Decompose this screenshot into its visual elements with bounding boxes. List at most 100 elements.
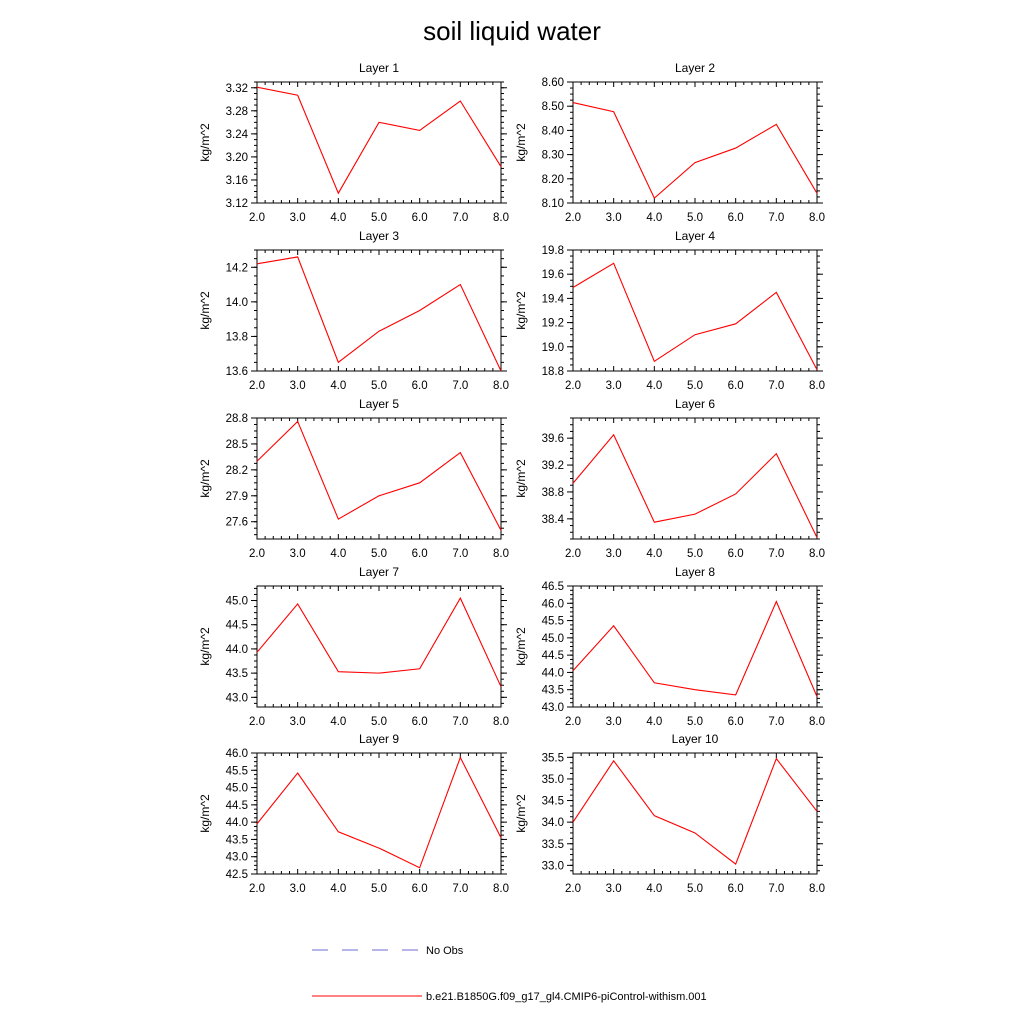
y-tick-label: 3.20 (226, 152, 248, 164)
y-tick-label: 33.5 (542, 839, 564, 851)
panel-layer-8: Layer 8 2.0 3.0 4.0 5.0 6.0 7.0 8.0 43.0 43.5 44.0… (514, 565, 825, 728)
x-tick-label: 3.0 (606, 883, 622, 895)
y-tick-label: 8.40 (542, 125, 564, 137)
y-tick-label: 46.0 (226, 748, 248, 760)
series-line (256, 86, 502, 195)
x-tick-label: 3.0 (290, 883, 306, 895)
x-tick-label: 8.0 (493, 212, 509, 224)
x-tick-label: 6.0 (412, 716, 428, 728)
x-tick-label: 4.0 (646, 212, 662, 224)
y-tick-label: 46.0 (542, 598, 564, 610)
x-tick-label: 3.0 (606, 716, 622, 728)
panel-layer-1: Layer 1 2.0 3.0 4.0 5.0 6.0 7.0 8.0 3.12 3.16 3.20… (198, 61, 509, 224)
series-line (572, 757, 818, 865)
x-tick-label: 7.0 (452, 212, 468, 224)
x-tick-label: 6.0 (412, 380, 428, 392)
x-tick-label: 2.0 (249, 380, 265, 392)
x-tick-label: 4.0 (330, 716, 346, 728)
y-tick-label: 34.5 (542, 796, 564, 808)
x-tick-label: 7.0 (452, 716, 468, 728)
x-tick-label: 7.0 (768, 212, 784, 224)
x-tick-label: 5.0 (371, 883, 387, 895)
x-tick-label: 8.0 (809, 548, 825, 560)
x-tick-label: 7.0 (768, 883, 784, 895)
y-tick-label: 13.8 (226, 331, 248, 343)
x-tick-label: 5.0 (687, 548, 703, 560)
x-tick-label: 6.0 (412, 548, 428, 560)
y-axis-label: kg/m^2 (514, 459, 528, 498)
y-tick-label: 8.60 (542, 77, 564, 89)
y-tick-label: 27.9 (226, 491, 248, 503)
x-tick-label: 5.0 (371, 212, 387, 224)
x-tick-label: 6.0 (412, 883, 428, 895)
panel-layer-10: Layer 10 2.0 3.0 4.0 5.0 6.0 7.0 8.0 33.0 33.5 34.… (514, 732, 825, 895)
x-tick-label: 6.0 (728, 212, 744, 224)
x-tick-label: 8.0 (493, 716, 509, 728)
y-tick-label: 19.4 (542, 293, 565, 305)
panel-title: Layer 7 (359, 565, 399, 579)
x-tick-label: 2.0 (249, 212, 265, 224)
panel-title: Layer 4 (675, 229, 715, 243)
panel-grid: Layer 1 2.0 3.0 4.0 5.0 6.0 7.0 8.0 3.12 3.16 3.20… (198, 61, 825, 895)
x-tick-label: 7.0 (768, 380, 784, 392)
y-tick-label: 39.6 (542, 433, 564, 445)
y-tick-label: 13.6 (226, 366, 248, 378)
series-line (572, 600, 818, 697)
x-tick-label: 3.0 (290, 380, 306, 392)
y-tick-label: 44.0 (226, 817, 248, 829)
panel-layer-6: Layer 6 2.0 3.0 4.0 5.0 6.0 7.0 8.0 38.4 38.8 39.2… (514, 397, 825, 560)
x-tick-label: 2.0 (565, 548, 581, 560)
x-tick-label: 7.0 (768, 548, 784, 560)
y-tick-label: 45.5 (226, 765, 248, 777)
x-tick-label: 4.0 (330, 212, 346, 224)
y-tick-label: 43.5 (542, 685, 564, 697)
legend-no-obs-label: No Obs (426, 945, 464, 957)
y-tick-label: 8.10 (542, 198, 564, 210)
x-tick-label: 8.0 (493, 380, 509, 392)
x-tick-label: 2.0 (249, 883, 265, 895)
legend-model-label: b.e21.B1850G.f09_g17_gl4.CMIP6-piControl… (426, 991, 707, 1003)
x-tick-label: 8.0 (493, 548, 509, 560)
y-tick-label: 18.8 (542, 366, 564, 378)
panel-layer-2: Layer 2 2.0 3.0 4.0 5.0 6.0 7.0 8.0 8.10 8.20 8.30… (514, 61, 825, 224)
y-tick-label: 19.6 (542, 269, 564, 281)
x-tick-label: 8.0 (809, 380, 825, 392)
y-tick-label: 27.6 (226, 517, 248, 529)
x-tick-label: 2.0 (565, 380, 581, 392)
y-axis-label: kg/m^2 (514, 291, 528, 330)
y-tick-label: 45.5 (542, 616, 564, 628)
y-tick-label: 19.0 (542, 342, 564, 354)
y-tick-label: 39.2 (542, 460, 564, 472)
x-tick-label: 8.0 (493, 883, 509, 895)
x-tick-label: 5.0 (687, 883, 703, 895)
x-tick-label: 5.0 (687, 212, 703, 224)
y-tick-label: 43.0 (542, 702, 564, 714)
y-tick-label: 43.0 (226, 692, 248, 704)
y-tick-label: 14.0 (226, 297, 248, 309)
y-tick-label: 38.8 (542, 487, 564, 499)
x-tick-label: 6.0 (728, 716, 744, 728)
x-tick-label: 4.0 (646, 380, 662, 392)
y-tick-label: 34.0 (542, 817, 564, 829)
y-tick-label: 43.5 (226, 668, 248, 680)
panel-title: Layer 5 (359, 397, 399, 411)
y-tick-label: 3.28 (226, 106, 248, 118)
y-tick-label: 33.0 (542, 860, 564, 872)
x-tick-label: 8.0 (809, 883, 825, 895)
x-tick-label: 2.0 (565, 212, 581, 224)
x-tick-label: 7.0 (452, 883, 468, 895)
x-tick-label: 4.0 (646, 548, 662, 560)
y-tick-label: 42.5 (226, 869, 248, 881)
x-tick-label: 3.0 (606, 380, 622, 392)
series-line (572, 262, 818, 371)
y-tick-label: 44.5 (226, 800, 248, 812)
x-tick-label: 4.0 (330, 380, 346, 392)
y-axis-label: kg/m^2 (198, 291, 212, 330)
panel-title: Layer 2 (675, 61, 715, 75)
panel-layer-4: Layer 4 2.0 3.0 4.0 5.0 6.0 7.0 8.0 18.8 19.0 19.2… (514, 229, 825, 392)
panel-title: Layer 1 (359, 61, 399, 75)
y-tick-label: 28.2 (226, 465, 248, 477)
series-line (256, 756, 502, 869)
y-tick-label: 38.4 (542, 514, 565, 526)
